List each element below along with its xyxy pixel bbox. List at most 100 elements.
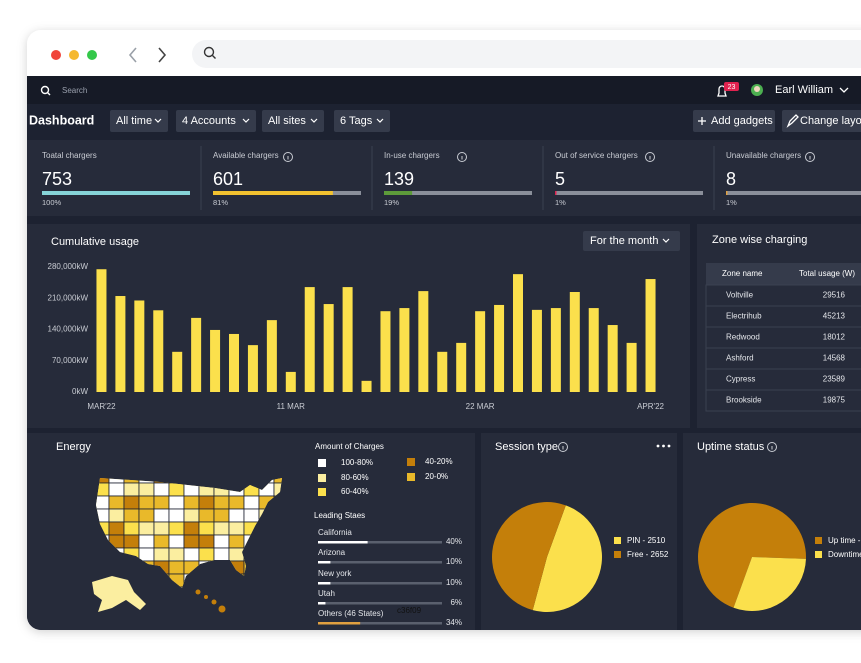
bar: [456, 342, 467, 392]
button-icon: [698, 117, 706, 125]
filter-dropdown[interactable]: [334, 110, 390, 132]
legend-swatch: [318, 488, 326, 496]
map-state: [228, 547, 245, 562]
kpi-bar: [555, 191, 557, 195]
bar: [607, 325, 618, 392]
map-state: [123, 495, 140, 510]
map-state: [198, 547, 215, 562]
map-state: [108, 482, 125, 497]
kpi-label: Available chargers: [213, 151, 279, 160]
toolbar-button[interactable]: [693, 110, 775, 132]
search-icon[interactable]: [47, 92, 51, 96]
y-tick-label: 70,000kW: [52, 356, 88, 365]
legend-swatch: [614, 537, 621, 544]
hawaii: [204, 595, 208, 599]
more-menu[interactable]: [656, 444, 660, 448]
kpi-panel: [27, 140, 861, 216]
filter-chevron: [310, 118, 318, 123]
period-dropdown[interactable]: [583, 231, 680, 251]
bell-icon[interactable]: [717, 85, 727, 97]
map-state: [198, 508, 215, 523]
zone-usage: 45213: [823, 312, 846, 321]
user-name[interactable]: Earl William: [775, 84, 833, 96]
kpi-percent: 1%: [555, 198, 566, 207]
search-input[interactable]: Search: [62, 86, 87, 95]
hawaii: [211, 599, 217, 605]
map-state: [213, 547, 230, 562]
map-state: [123, 534, 140, 549]
bar: [342, 287, 353, 392]
legend-label: Up time -: [828, 536, 861, 545]
map-state: [138, 534, 155, 549]
address-bar[interactable]: [192, 40, 861, 68]
filter-chevron: [376, 118, 384, 123]
map-state: [168, 521, 185, 536]
table-header: [706, 263, 861, 285]
state-track: [318, 622, 442, 625]
column-header: Zone name: [722, 269, 763, 278]
bar: [247, 345, 258, 392]
state-name: California: [318, 528, 352, 537]
kpi-percent: 19%: [384, 198, 399, 207]
back-button[interactable]: [128, 47, 137, 63]
map-state: [183, 521, 200, 536]
bar: [134, 300, 145, 392]
minimize-dot[interactable]: [69, 50, 79, 60]
filter-dropdown[interactable]: [262, 110, 324, 132]
state-percent: 40%: [446, 537, 462, 546]
kpi-label: Out of service chargers: [555, 151, 638, 160]
user-menu-chevron[interactable]: [839, 87, 849, 93]
bar: [96, 269, 107, 392]
bar: [323, 304, 334, 392]
filter-chevron: [242, 118, 250, 123]
filter-dropdown[interactable]: [176, 110, 256, 132]
filter-dropdown[interactable]: [110, 110, 168, 132]
map-state: [108, 495, 125, 510]
state-track: [318, 582, 442, 585]
map-state: [153, 508, 170, 523]
address-search-icon: [203, 46, 215, 58]
map-state: [153, 534, 170, 549]
bar: [172, 351, 183, 392]
bar: [550, 308, 561, 392]
more-menu[interactable]: [662, 444, 665, 448]
y-tick-label: 0kW: [72, 387, 88, 396]
zone-name: Brookside: [726, 396, 762, 405]
map-state: [183, 547, 200, 562]
close-dot[interactable]: [51, 50, 61, 60]
zone-usage: 14568: [823, 354, 846, 363]
page-title: Dashboard: [29, 113, 94, 127]
hawaii: [218, 605, 226, 613]
pie-slice: [532, 505, 603, 613]
bar: [380, 311, 391, 392]
kpi-bar: [42, 191, 190, 195]
state-bar: [318, 602, 326, 605]
filter-label: 4 Accounts: [182, 115, 236, 127]
kpi-value: 753: [42, 169, 72, 189]
map-state: [123, 508, 140, 523]
maximize-dot[interactable]: [87, 50, 97, 60]
state-bar: [318, 622, 361, 625]
legend-swatch: [815, 551, 822, 558]
x-tick-label: 22 MAR: [466, 402, 495, 411]
search-icon[interactable]: [40, 85, 50, 95]
kpi-value: 601: [213, 169, 243, 189]
map-state: [168, 560, 185, 575]
chart-title: Uptime status: [697, 441, 765, 453]
map-state: [213, 495, 230, 510]
bar: [418, 291, 429, 392]
legend-label: 20-0%: [425, 472, 448, 481]
period-chevron: [662, 238, 670, 243]
map-state: [138, 508, 155, 523]
notification-badge: [724, 82, 739, 91]
bar: [569, 292, 580, 392]
map-state: [153, 482, 170, 497]
bar: [304, 287, 315, 392]
pie-slice: [492, 502, 566, 611]
forward-button[interactable]: [158, 47, 167, 63]
more-menu[interactable]: [667, 444, 671, 448]
state-track: [318, 541, 442, 544]
toolbar-button[interactable]: [782, 110, 861, 132]
